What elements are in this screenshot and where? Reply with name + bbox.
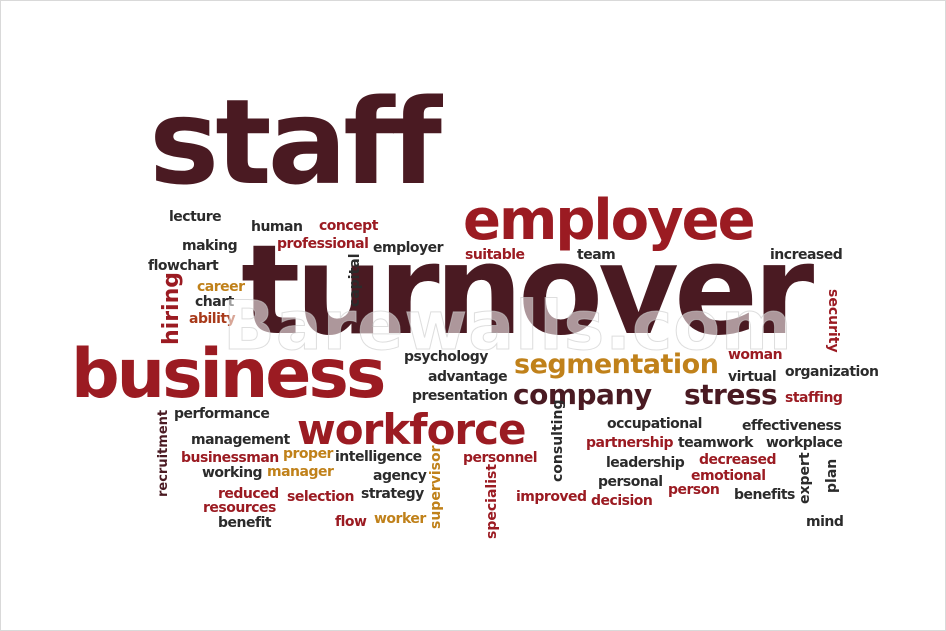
word-manager: manager: [267, 464, 334, 480]
word-workplace: workplace: [766, 435, 843, 451]
word-recruitment: recruitment: [156, 409, 171, 497]
word-intelligence: intelligence: [335, 449, 422, 465]
word-virtual: virtual: [728, 369, 777, 385]
word-benefit: benefit: [218, 515, 272, 531]
word-presentation: presentation: [412, 388, 508, 404]
word-hiring: hiring: [159, 271, 184, 345]
word-management: management: [191, 432, 290, 448]
word-decision: decision: [591, 493, 653, 509]
word-chart: chart: [195, 294, 234, 310]
word-supervisor: supervisor: [428, 445, 444, 529]
word-consulting: consulting: [550, 399, 566, 482]
word-personal: personal: [598, 474, 663, 490]
word-ability: ability: [189, 311, 236, 327]
word-resources: resources: [203, 500, 276, 516]
word-agency: agency: [373, 468, 427, 484]
word-reduced: reduced: [218, 486, 279, 502]
word-strategy: strategy: [361, 486, 424, 502]
word-teamwork: teamwork: [678, 435, 754, 451]
word-career: career: [197, 279, 245, 295]
word-decreased: decreased: [699, 452, 777, 468]
word-professional: professional: [277, 236, 369, 252]
word-concept: concept: [319, 218, 378, 234]
word-person: person: [668, 482, 720, 498]
word-making: making: [182, 238, 238, 254]
word-employee: employee: [463, 188, 756, 253]
word-psychology: psychology: [404, 349, 488, 365]
word-organization: organization: [785, 364, 879, 380]
word-personnel: personnel: [463, 450, 538, 466]
word-suitable: suitable: [465, 247, 525, 263]
word-benefits: benefits: [734, 487, 795, 503]
word-security: security: [825, 289, 841, 353]
word-mind: mind: [806, 514, 844, 530]
word-expert: expert: [797, 452, 813, 504]
word-worker: worker: [374, 511, 426, 527]
word-human: human: [251, 219, 303, 235]
word-specialist: specialist: [484, 463, 500, 539]
word-leadership: leadership: [606, 455, 685, 471]
word-staff: staff: [149, 73, 442, 211]
word-lecture: lecture: [169, 209, 222, 225]
word-businessman: businessman: [181, 450, 279, 466]
word-advantage: advantage: [428, 369, 508, 385]
word-emotional: emotional: [691, 468, 766, 484]
word-segmentation: segmentation: [514, 349, 719, 380]
word-plan: plan: [824, 458, 840, 493]
word-flow: flow: [335, 514, 367, 530]
word-improved: improved: [516, 489, 587, 505]
watermark-text: Barewalls.com: [223, 287, 793, 367]
word-employer: employer: [373, 240, 444, 256]
word-partnership: partnership: [586, 435, 674, 451]
word-occupational: occupational: [607, 416, 702, 432]
word-flowchart: flowchart: [148, 258, 219, 274]
word-turnover: turnover: [241, 219, 814, 363]
word-selection: selection: [287, 489, 355, 505]
word-business: business: [71, 335, 386, 414]
word-company: company: [513, 378, 652, 411]
word-effectiveness: effectiveness: [742, 418, 842, 434]
word-staffing: staffing: [785, 390, 843, 406]
word-woman: woman: [728, 347, 783, 363]
word-increased: increased: [770, 247, 843, 263]
word-workforce: workforce: [297, 405, 527, 454]
word-stress: stress: [684, 378, 778, 411]
word-proper: proper: [283, 446, 333, 462]
word-team: team: [577, 247, 616, 263]
word-working: working: [202, 465, 263, 481]
word-performance: performance: [174, 406, 270, 422]
